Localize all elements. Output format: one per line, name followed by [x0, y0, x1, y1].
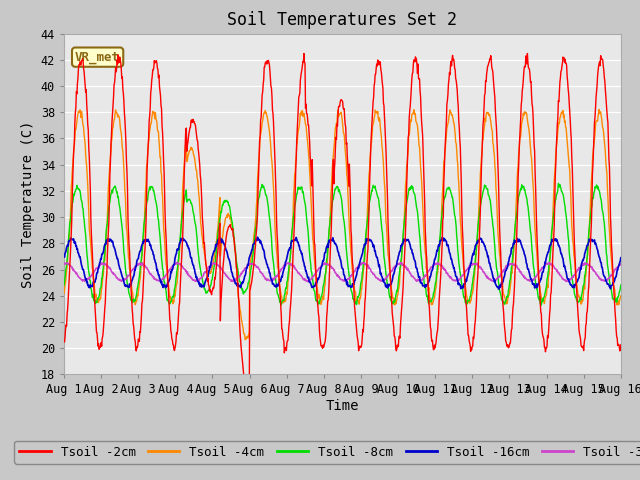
Tsoil -16cm	[348, 284, 356, 290]
Tsoil -2cm	[617, 342, 625, 348]
Tsoil -32cm	[582, 260, 589, 266]
Line: Tsoil -16cm: Tsoil -16cm	[64, 237, 621, 289]
Tsoil -4cm	[595, 107, 603, 112]
Tsoil -32cm	[348, 272, 356, 277]
Tsoil -2cm	[208, 292, 216, 298]
Tsoil -32cm	[463, 267, 471, 273]
Legend: Tsoil -2cm, Tsoil -4cm, Tsoil -8cm, Tsoil -16cm, Tsoil -32cm: Tsoil -2cm, Tsoil -4cm, Tsoil -8cm, Tsoi…	[14, 441, 640, 464]
Tsoil -16cm	[208, 258, 216, 264]
Tsoil -32cm	[617, 261, 625, 267]
Y-axis label: Soil Temperature (C): Soil Temperature (C)	[21, 120, 35, 288]
Tsoil -2cm	[60, 338, 68, 344]
Tsoil -16cm	[463, 275, 471, 281]
Tsoil -16cm	[617, 255, 625, 261]
Tsoil -8cm	[554, 180, 562, 186]
Tsoil -32cm	[60, 261, 68, 266]
Tsoil -4cm	[463, 295, 471, 300]
Line: Tsoil -8cm: Tsoil -8cm	[64, 183, 621, 305]
Tsoil -16cm	[133, 259, 141, 264]
Tsoil -2cm	[348, 250, 356, 255]
Line: Tsoil -32cm: Tsoil -32cm	[64, 263, 621, 282]
Tsoil -2cm	[582, 323, 589, 329]
Tsoil -2cm	[133, 344, 141, 350]
Tsoil -8cm	[463, 299, 470, 305]
Tsoil -2cm	[463, 315, 471, 321]
Line: Tsoil -4cm: Tsoil -4cm	[64, 109, 621, 340]
Text: VR_met: VR_met	[75, 51, 120, 64]
Tsoil -8cm	[348, 288, 355, 294]
Tsoil -4cm	[60, 291, 68, 297]
Tsoil -2cm	[268, 85, 275, 91]
Tsoil -16cm	[253, 234, 261, 240]
Tsoil -8cm	[267, 230, 275, 236]
Tsoil -8cm	[617, 282, 625, 288]
Title: Soil Temperatures Set 2: Soil Temperatures Set 2	[227, 11, 458, 29]
Tsoil -4cm	[133, 298, 141, 304]
Tsoil -8cm	[133, 290, 141, 296]
Tsoil -32cm	[208, 262, 216, 268]
Tsoil -16cm	[495, 286, 503, 292]
Tsoil -16cm	[60, 253, 68, 259]
Tsoil -2cm	[244, 397, 252, 403]
Tsoil -32cm	[267, 278, 275, 284]
Tsoil -4cm	[581, 275, 589, 281]
Tsoil -4cm	[208, 267, 216, 273]
Tsoil -32cm	[133, 262, 141, 268]
Line: Tsoil -2cm: Tsoil -2cm	[64, 54, 621, 400]
Tsoil -8cm	[208, 278, 216, 284]
Tsoil -32cm	[304, 279, 312, 285]
Tsoil -4cm	[268, 155, 275, 161]
Tsoil -16cm	[268, 276, 275, 282]
Tsoil -2cm	[524, 51, 531, 57]
X-axis label: Time: Time	[326, 399, 359, 413]
Tsoil -4cm	[617, 293, 625, 299]
Tsoil -4cm	[241, 337, 249, 343]
Tsoil -8cm	[538, 302, 545, 308]
Tsoil -16cm	[582, 247, 589, 253]
Tsoil -8cm	[582, 267, 589, 273]
Tsoil -32cm	[546, 260, 554, 265]
Tsoil -8cm	[60, 282, 68, 288]
Tsoil -4cm	[348, 263, 356, 268]
